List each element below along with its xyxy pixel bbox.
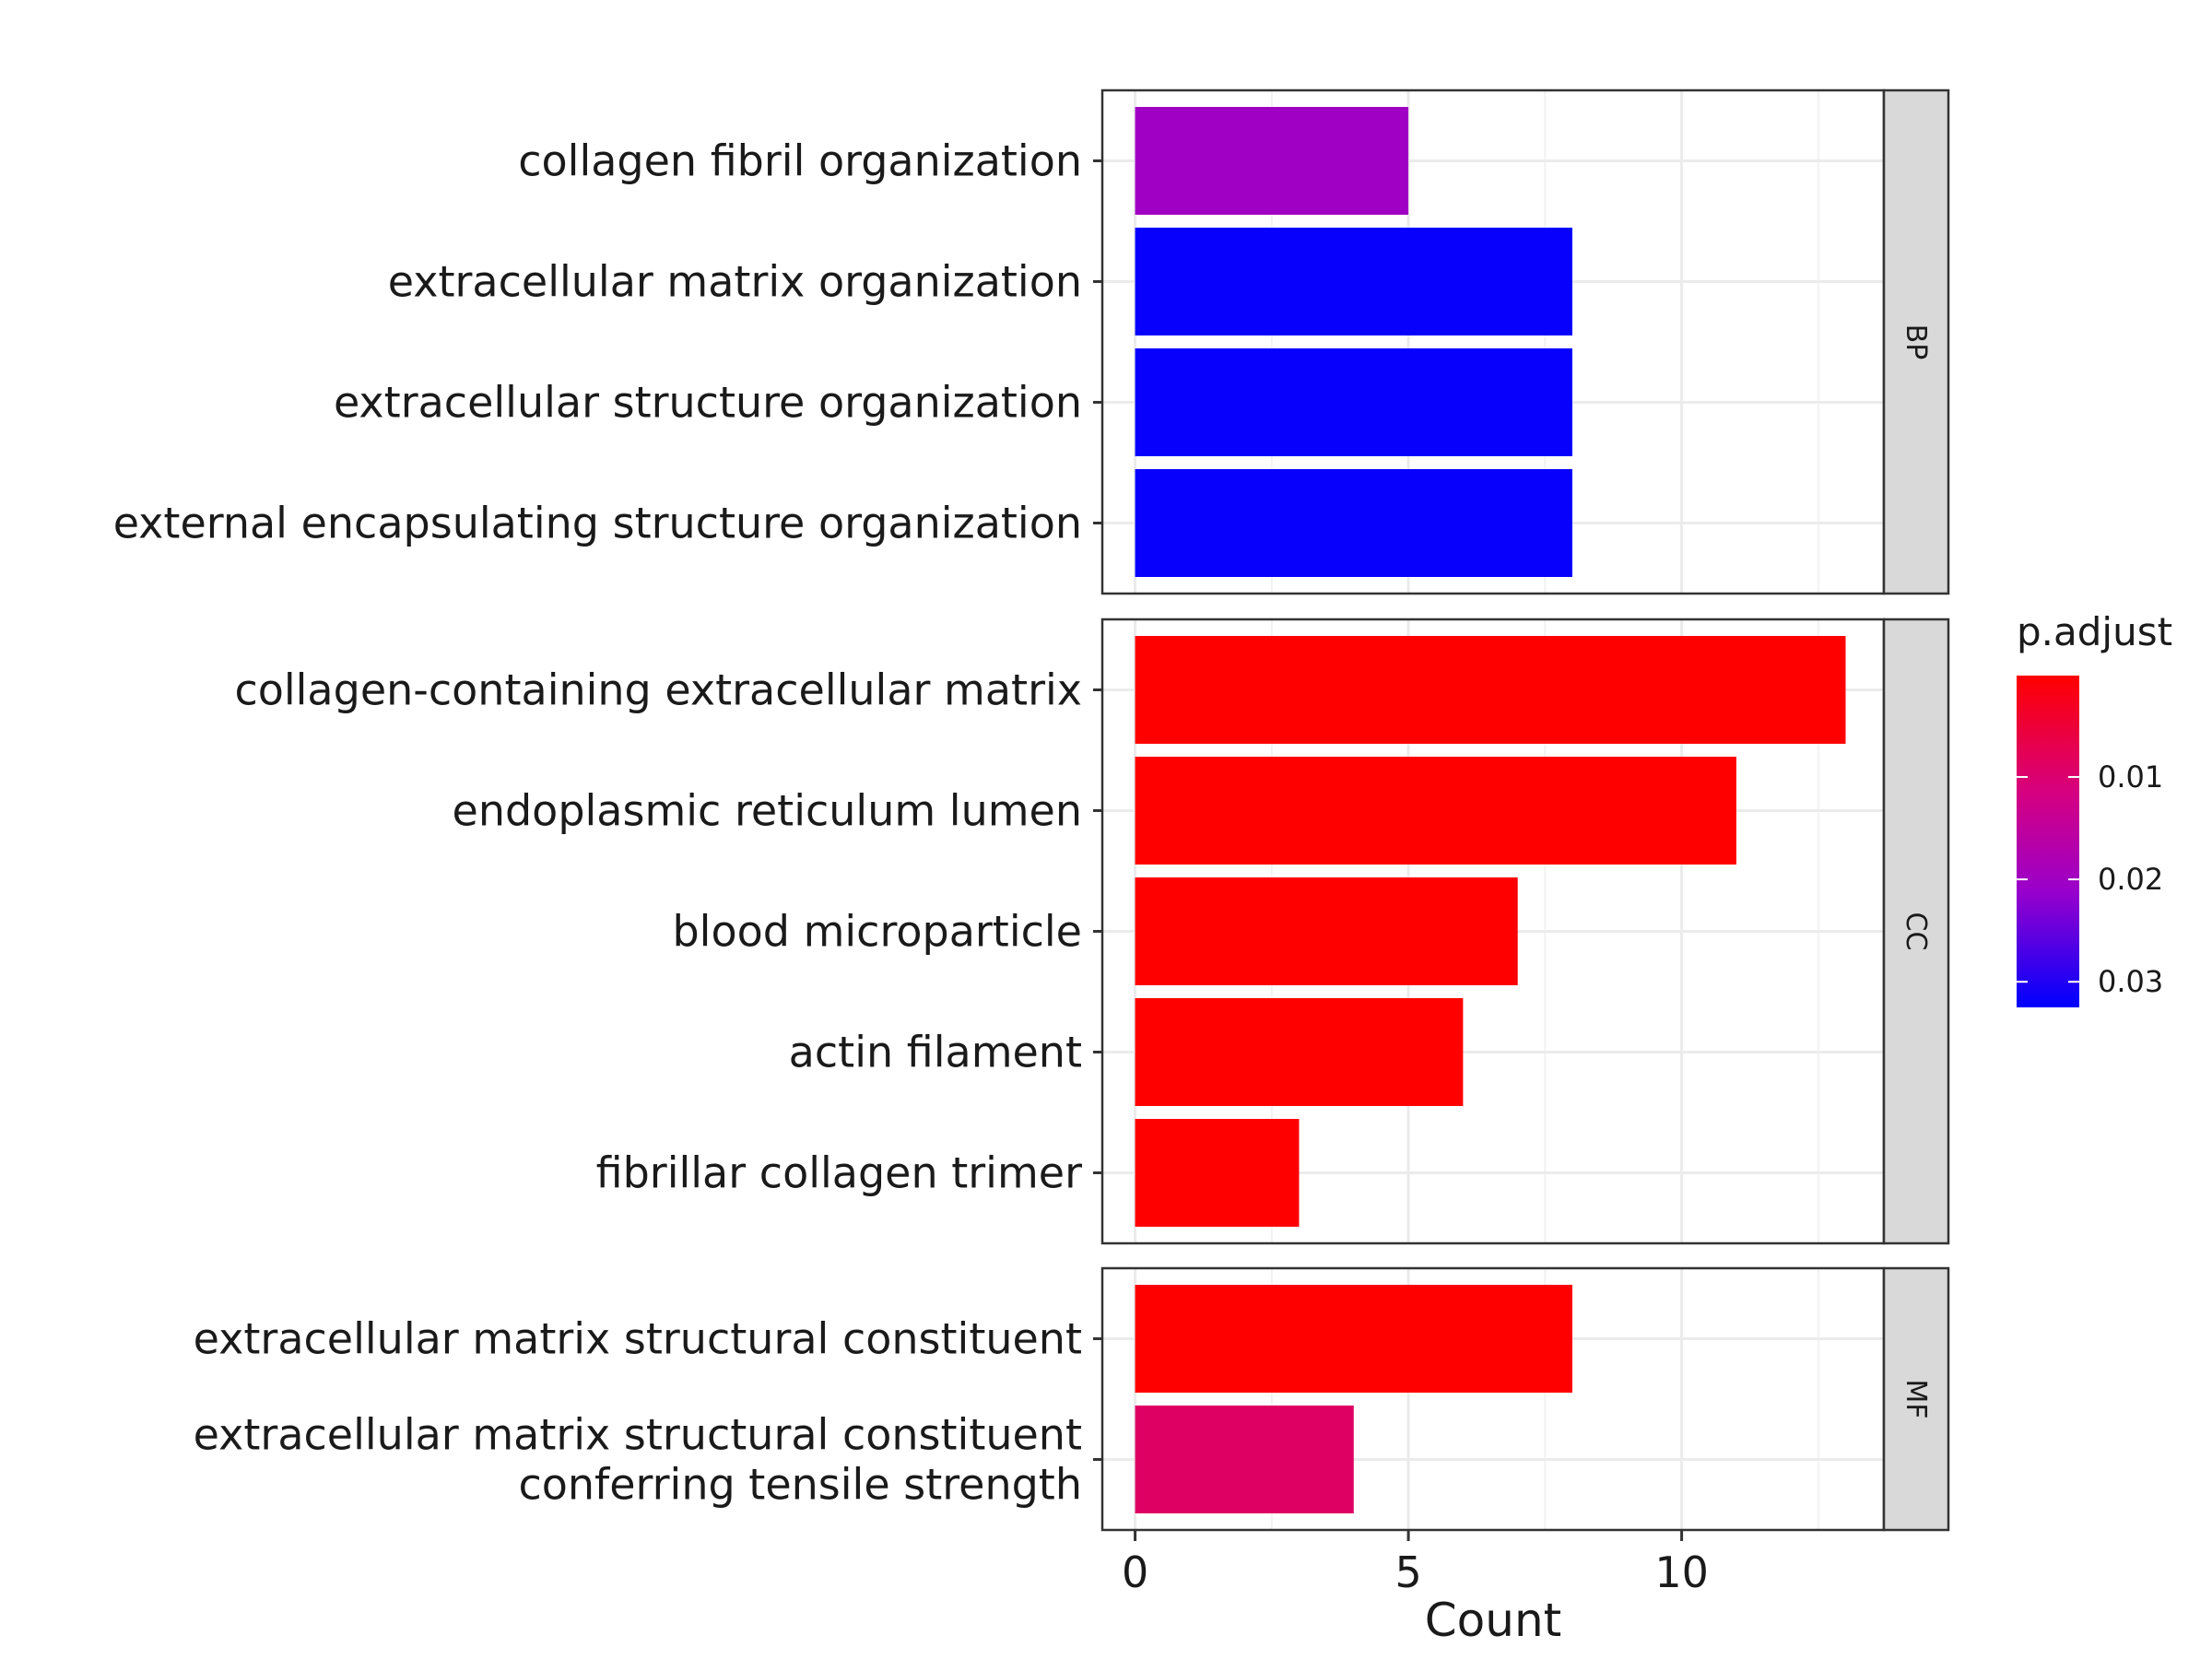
category-label-line: endoplasmic reticulum lumen (453, 786, 1082, 836)
bar (1135, 469, 1572, 577)
legend-tick-label: 0.03 (2098, 964, 2163, 999)
x-axis: 0 5 10 (1122, 1530, 1709, 1597)
bar (1135, 757, 1736, 865)
bar (1135, 1406, 1354, 1513)
category-label-line: actin filament (789, 1028, 1082, 1077)
facet-strip (1882, 618, 1950, 1245)
bar (1135, 877, 1518, 985)
bar (1135, 636, 1846, 744)
category-label: extracellular matrix structural constitu… (194, 1314, 1082, 1364)
category-label-line: extracellular matrix structural constitu… (194, 1410, 1082, 1460)
category-label-line: collagen fibril organization (518, 136, 1082, 186)
category-label: extracellular structure organization (334, 378, 1082, 428)
legend-tick-label: 0.02 (2098, 862, 2163, 897)
category-label: collagen-containing extracellular matrix (234, 665, 1082, 715)
x-tick-label: 10 (1654, 1547, 1709, 1597)
bar (1135, 107, 1409, 215)
x-axis-title: Count (1425, 1594, 1562, 1647)
category-label-line: external encapsulating structure organiz… (113, 499, 1082, 548)
facet-strip-label: MF (1900, 1379, 1932, 1418)
category-label-line: collagen-containing extracellular matrix (234, 665, 1082, 715)
legend-tick-label: 0.01 (2098, 759, 2163, 794)
facet-strip (1882, 88, 1950, 595)
facet-mf: extracellular matrix structural constitu… (194, 1266, 1950, 1532)
category-label: collagen fibril organization (518, 136, 1082, 186)
bar (1135, 1119, 1300, 1227)
facet-strip (1882, 1266, 1950, 1532)
x-tick-label: 5 (1394, 1547, 1421, 1597)
category-label: extracellular matrix organization (388, 257, 1082, 307)
x-tick-label: 0 (1122, 1547, 1148, 1597)
color-legend: p.adjust 0.01 0.02 0.03 (2017, 609, 2172, 1007)
legend-title: p.adjust (2017, 609, 2172, 654)
category-label-line: extracellular matrix organization (388, 257, 1082, 307)
facet-cc: collagen-containing extracellular matrix… (234, 618, 1950, 1245)
legend-ticks: 0.01 0.02 0.03 (2017, 759, 2163, 999)
category-label: fibrillar collagen trimer (596, 1148, 1082, 1198)
category-label: extracellular matrix structural constitu… (194, 1410, 1082, 1510)
category-label-line: extracellular matrix structural constitu… (194, 1314, 1082, 1364)
category-label: blood microparticle (672, 907, 1082, 957)
category-label: external encapsulating structure organiz… (113, 499, 1082, 548)
category-label: endoplasmic reticulum lumen (453, 786, 1082, 836)
category-label-line: fibrillar collagen trimer (596, 1148, 1082, 1198)
bar (1135, 348, 1572, 456)
facet-panels: collagen fibril organization extracellula… (113, 88, 1950, 1532)
facet-strip-label: BP (1900, 324, 1932, 360)
facet-bp: collagen fibril organization extracellula… (113, 88, 1950, 595)
bar (1135, 998, 1464, 1106)
facet-strip-label: CC (1900, 912, 1932, 951)
category-label-line: extracellular structure organization (334, 378, 1082, 428)
bar (1135, 1285, 1572, 1393)
category-label: actin filament (789, 1028, 1082, 1077)
legend-colorbar (2017, 676, 2079, 1007)
category-label-line: conferring tensile strength (518, 1460, 1082, 1510)
bar (1135, 228, 1572, 335)
category-label-line: blood microparticle (672, 907, 1082, 957)
